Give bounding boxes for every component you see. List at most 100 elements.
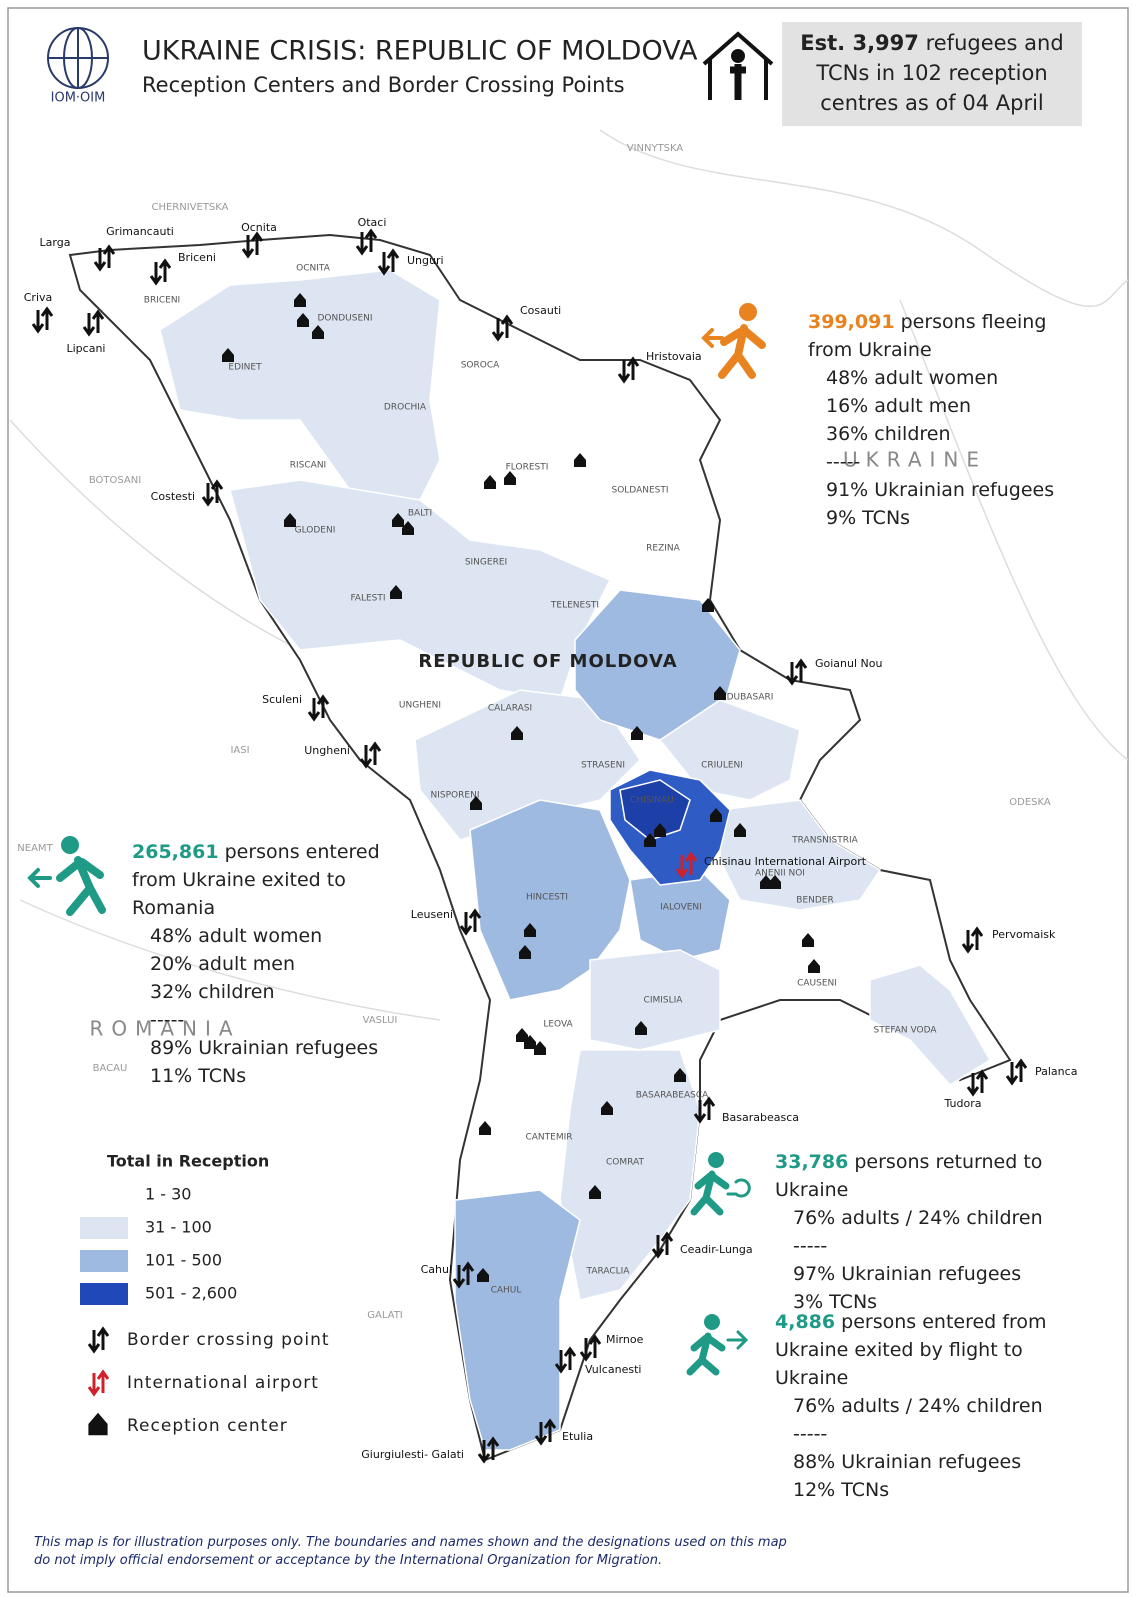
panel-number: 4,886: [775, 1311, 836, 1333]
border-points: Larga Grimancauti Briceni Ocnita Otaci Unguri…: [24, 216, 1077, 1464]
country-labels: UKRAINE ROMANIA REPUBLIC OF MOLDOVA: [89, 448, 987, 1041]
estimate-number: Est. 3,997: [800, 31, 919, 55]
reception-center-icon: [769, 875, 781, 889]
reception-center-icon: [574, 453, 586, 467]
region-labels: VINNYTSKA CHERNIVETSKA BOTOSANI IASI ODESKA N…: [17, 143, 1051, 1321]
district-label: STEFAN VODA: [873, 1026, 937, 1036]
iom-logo: [47, 27, 109, 89]
reception-center-icon: [519, 945, 531, 959]
crossing-icon: [87, 1326, 110, 1354]
panel-line: 32% children: [150, 981, 275, 1003]
border-point-label: Basarabeasca: [722, 1111, 799, 1124]
district-label: SOLDANESTI: [611, 486, 668, 496]
reception-center-icon: [222, 348, 234, 362]
crossing-icon: [307, 694, 330, 722]
reception-center-icon: [479, 1121, 491, 1135]
panel-line: 16% adult men: [826, 395, 972, 417]
legend-swatch: [80, 1184, 128, 1206]
reception-center-icon: [534, 1041, 546, 1055]
crossing-icon: [93, 244, 116, 272]
returned-icon: [690, 1152, 751, 1216]
crossing-icon: [651, 1231, 674, 1259]
fleeing-icon: [701, 303, 766, 379]
legend-swatch: [80, 1283, 128, 1305]
district-label: TARACLIA: [586, 1267, 631, 1277]
reception-center-icon: [402, 521, 414, 535]
border-point-label: Costesti: [151, 490, 195, 503]
reception-centers: [222, 293, 820, 1282]
district-labels: OCNITA BRICENI EDINET DONDUSENI SOROCA DROCHI…: [144, 264, 938, 1296]
panel-headline: 33,786 persons returned to Ukraine: [775, 1148, 1065, 1204]
reception-center-icon: [644, 833, 656, 847]
reception-center-icon: [516, 1028, 528, 1042]
legend-swatch: [80, 1217, 128, 1239]
reception-center-icon: [470, 796, 482, 810]
estimate-text: refugees and TCNs in 102 reception centr…: [816, 31, 1064, 115]
region-label: NEAMT: [17, 843, 53, 854]
border-point-label: Leuseni: [411, 908, 453, 921]
district-label: FALESTI: [350, 594, 385, 604]
district-label: CRIULENI: [701, 761, 743, 771]
district-label: GLODENI: [295, 526, 336, 536]
crossing-icon: [785, 658, 808, 686]
crossing-icon: [201, 479, 224, 507]
panel-number: 33,786: [775, 1151, 849, 1173]
district-label: HINCESTI: [526, 893, 568, 903]
airport-label: Chisinau International Airport: [704, 855, 867, 868]
panel-line: 3% TCNs: [793, 1291, 878, 1313]
border-point-label: Tudora: [944, 1097, 982, 1110]
panel-headline: 265,861 persons entered from Ukraine exi…: [132, 838, 422, 922]
panel-text: persons fleeing from Ukraine: [808, 311, 1047, 361]
district-label: DUBASARI: [727, 693, 774, 703]
panel-line: 88% Ukrainian refugees: [793, 1451, 1022, 1473]
border-point-label: Ocnita: [241, 221, 277, 234]
crossing-icon: [966, 1069, 989, 1097]
country-label: UKRAINE: [843, 448, 987, 472]
border-point-label: Otaci: [358, 216, 387, 229]
crossing-icon: [452, 1261, 475, 1289]
district-label: SOROCA: [461, 361, 500, 371]
title: UKRAINE CRISIS: REPUBLIC OF MOLDOVA: [142, 36, 698, 67]
reception-center-icon: [802, 933, 814, 947]
reception-center-icon: [484, 475, 496, 489]
panel-line: 76% adults / 24% children: [793, 1207, 1043, 1229]
panel-line: 48% adult women: [826, 367, 999, 389]
subtitle: Reception Centers and Border Crossing Po…: [142, 73, 625, 97]
district-label: TELENESTI: [550, 601, 599, 611]
district-label: BASARABEASCA: [636, 1091, 709, 1101]
reception-center-icon: [631, 726, 643, 740]
district-label: BENDER: [796, 896, 833, 906]
reception-center-icon: [297, 313, 309, 327]
crossing-icon: [1005, 1058, 1028, 1086]
border-point-label: Goianul Nou: [815, 657, 882, 670]
panel-text: persons returned to Ukraine: [775, 1151, 1043, 1201]
region-label: VASLUI: [363, 1015, 398, 1026]
legend-class: 501 - 2,600: [145, 1284, 237, 1303]
border-point-label: Sculeni: [262, 693, 302, 706]
legend-swatch: [80, 1250, 128, 1272]
reception-center-icon: [504, 471, 516, 485]
reception-center-icon: [654, 823, 666, 837]
crossing-icon: [87, 1369, 110, 1397]
panel-line: 76% adults / 24% children: [793, 1395, 1043, 1417]
crossing-icon: [355, 228, 378, 256]
district-label: STRASENI: [581, 761, 625, 771]
region-label: BACAU: [93, 1063, 128, 1074]
panel-number: 265,861: [132, 841, 219, 863]
legend-class: 101 - 500: [145, 1251, 222, 1270]
panel-line: 9% TCNs: [826, 507, 911, 529]
crossing-icon: [491, 314, 514, 342]
reception-center-icon: [702, 598, 714, 612]
district-label: CIMISLIA: [644, 996, 684, 1006]
crossing-icon: [477, 1436, 500, 1464]
panel-line: -----: [793, 1423, 828, 1445]
district-label: BRICENI: [144, 296, 180, 306]
panel-line: 36% children: [826, 423, 951, 445]
border-point-label: Mirnoe: [606, 1333, 644, 1346]
panel-text: persons entered from Ukraine exited to R…: [132, 841, 380, 919]
crossing-icon: [359, 741, 382, 769]
legend-class: 1 - 30: [145, 1185, 191, 1204]
legend-symbol: Border crossing point: [127, 1330, 330, 1350]
logo-text: IOM·OIM: [51, 91, 106, 106]
